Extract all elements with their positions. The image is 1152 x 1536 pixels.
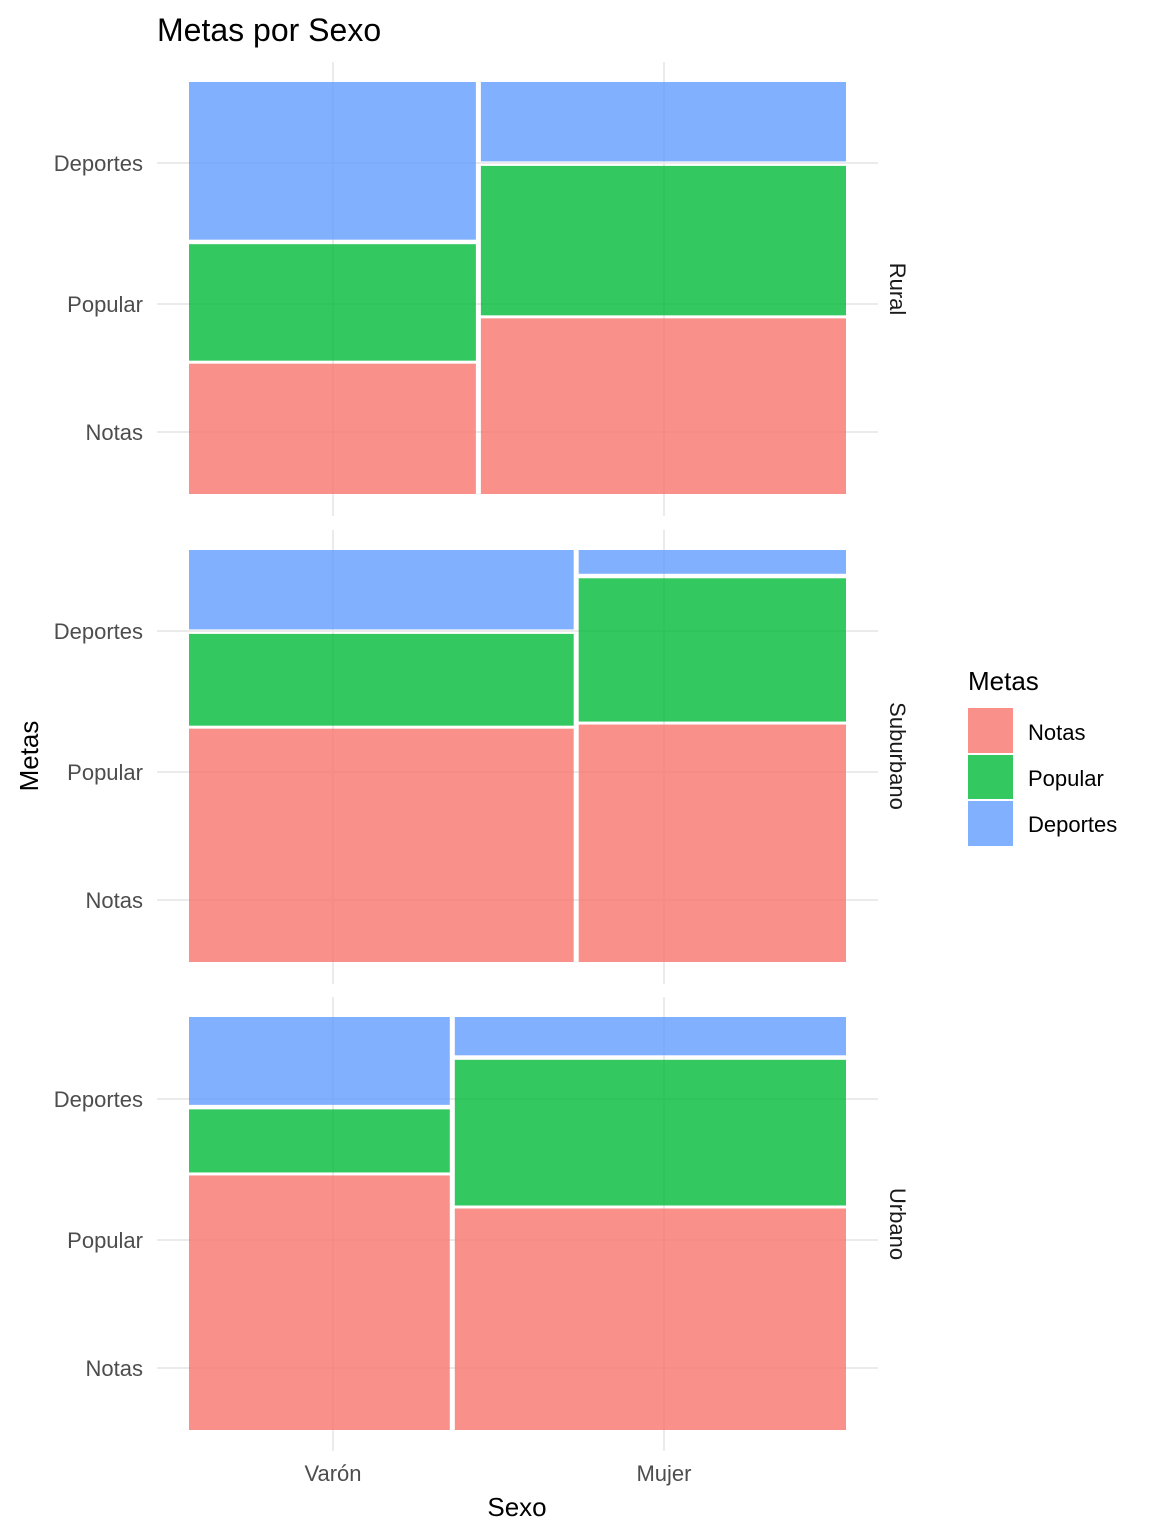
tile-rural-varon-notas [189, 363, 476, 494]
tile-urbano-varon-popular [189, 1109, 450, 1173]
facet-panel-urbano: Notas Popular Deportes Urbano [54, 997, 910, 1451]
tile-urbano-varon-notas [189, 1175, 450, 1430]
legend-key-popular [968, 754, 1013, 800]
legend-label: Notas [1028, 720, 1085, 745]
legend-key-notas [968, 708, 1013, 754]
legend-label: Popular [1028, 766, 1104, 791]
y-axis-title: Metas [14, 721, 44, 792]
x-tick-label: Mujer [636, 1461, 691, 1486]
facet-panel-suburbano: Notas Popular Deportes Suburbano [54, 530, 910, 984]
y-tick-label: Popular [67, 1228, 143, 1253]
legend-key-deportes [968, 800, 1013, 846]
chart-title: Metas por Sexo [157, 12, 381, 48]
y-tick-label: Notas [86, 1356, 143, 1381]
tile-suburbano-mujer-popular [578, 578, 846, 722]
y-tick-label: Deportes [54, 151, 143, 176]
tile-urbano-varon-deportes [189, 1017, 450, 1105]
y-tick-label: Popular [67, 760, 143, 785]
y-tick-label: Deportes [54, 619, 143, 644]
tile-suburbano-mujer-notas [578, 724, 846, 962]
y-tick-label: Notas [86, 888, 143, 913]
tile-rural-mujer-deportes [480, 82, 846, 162]
facet-strip-label: Rural [885, 263, 910, 316]
facet-strip-label: Urbano [885, 1188, 910, 1260]
tile-suburbano-varon-deportes [189, 550, 574, 630]
legend-title: Metas [968, 666, 1039, 696]
y-tick-label: Deportes [54, 1087, 143, 1112]
tile-suburbano-varon-popular [189, 633, 574, 726]
facet-panel-rural: Notas Popular Deportes Rural [54, 62, 910, 516]
tile-urbano-mujer-notas [454, 1208, 846, 1430]
tile-rural-mujer-popular [480, 165, 846, 316]
x-tick-labels: Varón Mujer [304, 1461, 691, 1486]
legend: Metas Notas Popular Deportes [968, 666, 1117, 846]
y-tick-label: Popular [67, 292, 143, 317]
legend-label: Deportes [1028, 812, 1117, 837]
tile-urbano-mujer-deportes [454, 1017, 846, 1056]
x-axis-title: Sexo [487, 1492, 546, 1522]
tile-suburbano-mujer-deportes [578, 550, 846, 574]
tile-suburbano-varon-notas [189, 728, 574, 962]
facet-strip-label: Suburbano [885, 702, 910, 810]
tile-rural-varon-deportes [189, 82, 476, 240]
facet-panels: Notas Popular Deportes Rural Notas Popular Dep… [54, 62, 910, 1451]
x-tick-label: Varón [304, 1461, 361, 1486]
tile-rural-mujer-notas [480, 318, 846, 494]
tile-rural-varon-popular [189, 244, 476, 361]
tile-urbano-mujer-popular [454, 1059, 846, 1206]
y-tick-label: Notas [86, 420, 143, 445]
